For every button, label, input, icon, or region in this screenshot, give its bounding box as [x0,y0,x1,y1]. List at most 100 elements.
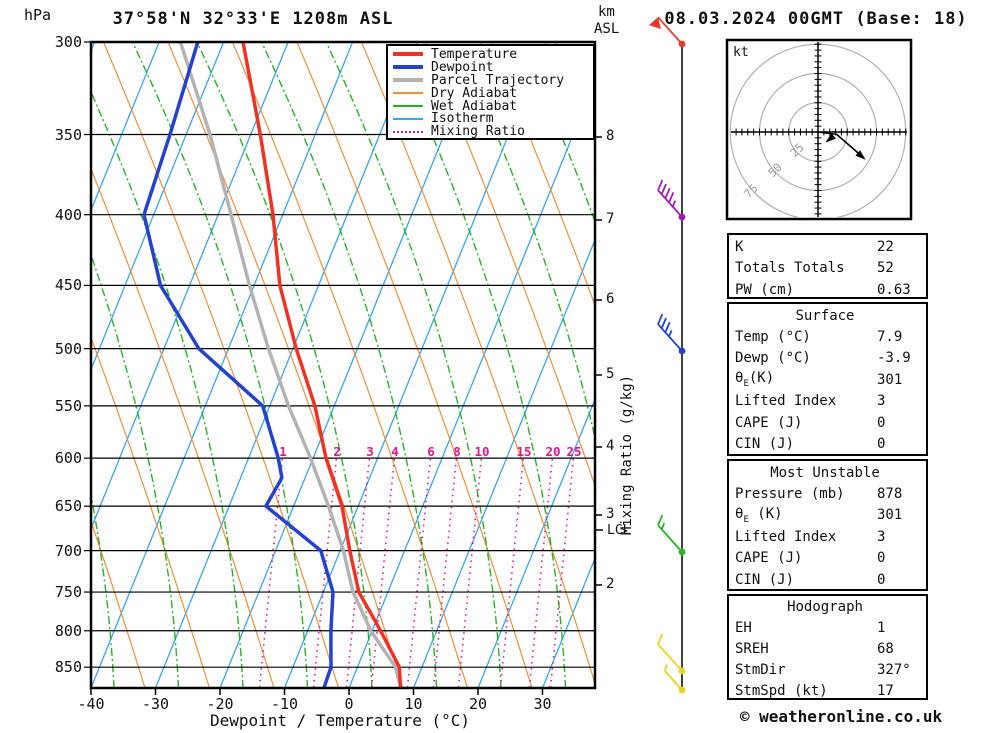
mixing-ratio-value-label: 15 [516,444,532,459]
stat-row: θE (K) 301 [735,506,903,525]
km-tick-label: 4 [606,438,615,454]
pressure-tick-label: 700 [54,541,82,560]
plot-border [89,40,597,690]
stat-row: CAPE (J) 0 [735,550,886,567]
mixing-ratio-value-label: 20 [545,444,561,459]
temperature-line [241,42,403,688]
pressure-tick-label: 400 [54,205,82,224]
legend-label: Dewpoint [431,59,494,75]
mixing-ratio-lines [258,458,575,688]
lcl-label: LCL [607,523,631,538]
copyright: © weatheronline.co.uk [739,707,943,726]
pressure-tick-label: 550 [54,396,82,415]
legend-item: Temperature [393,46,593,62]
mixing-ratio-value-label: 10 [474,444,490,459]
legend-label: Dry Adiabat [431,85,518,101]
mixing-ratio-axis-title: Mixing Ratio (g/kg) [619,374,635,536]
pressure-tick-label: 650 [54,497,82,516]
wind-barb-column [648,16,686,694]
stat-row: CIN (J) 0 [735,436,886,453]
km-tick-label: 6 [606,291,615,307]
legend-item: Wet Adiabat [393,98,593,114]
hodograph-plot [725,38,913,221]
pressure-tick-label: 750 [54,583,82,602]
pressure-tick-label: 800 [54,621,82,640]
mixing-ratio-value-label: 4 [391,444,399,459]
panel-title: Hodograph [787,599,863,616]
mixing-ratio-value-label: 6 [427,444,435,459]
legend-item: Dry Adiabat [393,85,593,101]
isotherm-swatch [393,117,423,120]
stat-row: Pressure (mb) 878 [735,486,903,503]
temperature-tick-label: -20 [206,695,234,713]
pressure-tick-label: 450 [54,276,82,295]
stat-row: Temp (°C) 7.9 [735,329,903,346]
mixing-ratio-value-label: 3 [366,444,374,459]
pressure-tick-label: 300 [54,33,82,51]
mixing-ratio-value-label: 2 [333,444,341,459]
km-tick-label: 5 [606,366,615,382]
km-tick-label: 3 [606,506,615,522]
hodograph-unit-label: kt [733,45,749,60]
km-axis-unit: km [598,4,615,20]
legend-item: Dewpoint [393,59,593,75]
temperature-tick-label: 20 [468,695,488,713]
legend-label: Mixing Ratio [431,124,525,140]
indices-panel: K 22 Totals Totals 52 PW (cm) 0.63 [727,233,928,299]
legend-label: Wet Adiabat [431,98,518,114]
parcel-line-swatch [393,78,423,83]
mixing-ratio-swatch [393,130,423,133]
panel-title: Surface [795,307,855,324]
pressure-tick-label: 500 [54,339,82,358]
mixing-ratio-value-label: 1 [279,444,287,459]
stat-row: Totals Totals 52 [735,260,894,277]
stat-row: SREH 68 [735,640,894,657]
wet-adiabat-swatch [393,105,423,107]
dry-adiabat-swatch [393,92,423,95]
parcel-trajectory-line [178,42,403,688]
pressure-tick-label: 850 [54,658,82,677]
pressure-tick-label: 600 [54,449,82,468]
km-axis-asl: ASL [594,21,620,37]
temperature-tick-label: 10 [404,695,423,713]
legend-label: Isotherm [431,111,494,127]
surface-panel: Surface Temp (°C) 7.9 Dewp (°C) -3.9 θE(K)… [727,302,928,456]
km-tick-label: 7 [606,211,615,227]
stat-row: Lifted Index 3 [735,393,886,410]
stat-row: K 22 [735,238,894,255]
run-date: 08.03.2024 00GMT (Base: 18) [664,9,968,29]
stat-row: EH 1 [735,620,886,637]
legend-label: Temperature [431,46,518,62]
stat-row: CIN (J) 0 [735,571,886,588]
stat-row: StmSpd (kt) 17 [735,682,894,699]
legend-item: Mixing Ratio [393,124,593,140]
mixing-ratio-value-label: 25 [566,444,582,459]
dewpoint-line [142,42,335,688]
legend-item: Parcel Trajectory [393,73,593,88]
pressure-axis-unit: hPa [24,6,52,24]
legend-item: Isotherm [393,111,593,127]
stat-row: StmDir 327° [735,661,911,678]
stat-row: Lifted Index 3 [735,528,886,545]
station-title: 37°58'N 32°33'E 1208m ASL [112,9,394,29]
most-unstable-panel: Most Unstable Pressure (mb) 878 θE (K) 301… [727,459,928,591]
stat-row: CAPE (J) 0 [735,414,886,431]
km-tick-label: 2 [606,576,615,592]
legend: Temperature Dewpoint Parcel Trajectory D… [386,44,595,140]
temperature-tick-label: -10 [270,695,299,713]
stat-row: PW (cm) 0.63 [735,281,911,298]
hodograph-stats-panel: Hodograph EH 1 SREH 68 StmDir 327° StmSpd (… [727,594,928,700]
stat-row: Dewp (°C) -3.9 [735,350,911,367]
temperature-tick-label: -30 [141,695,170,713]
temperature-tick-label: 0 [344,695,354,713]
km-tick-label: 8 [606,128,615,144]
panel-title: Most Unstable [770,464,880,481]
temperature-tick-label: -40 [77,695,105,713]
wet-adiabat-lines [91,42,595,688]
stat-row: θE(K) 301 [735,370,903,390]
dewpoint-line-swatch [393,65,423,70]
pressure-tick-label: 350 [54,125,82,144]
mixing-ratio-value-label: 8 [453,444,461,459]
